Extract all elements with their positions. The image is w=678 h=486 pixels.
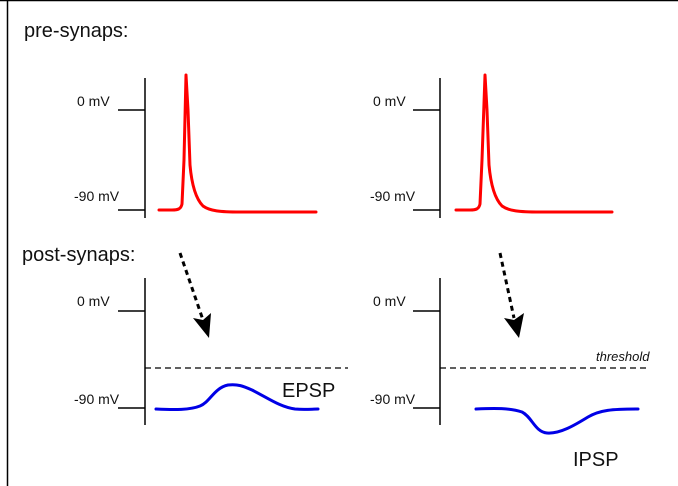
action-potential-trace: [454, 73, 614, 214]
threshold-label: threshold: [596, 349, 650, 364]
epsp-label: EPSP: [282, 380, 335, 402]
label-0mv: 0 mV: [77, 93, 110, 109]
epsp-trace: [154, 383, 320, 412]
arrow-right: [498, 252, 524, 338]
post-plot-right: 0 mV -90 mV threshold IPSP: [370, 278, 650, 471]
post-synaps-title: post-synaps:: [22, 244, 135, 266]
pre-plot-right: 0 mV -90 mV: [370, 73, 614, 218]
label-minus90mv: -90 mV: [74, 188, 120, 204]
label-0mv: 0 mV: [77, 293, 110, 309]
label-0mv: 0 mV: [373, 93, 406, 109]
arrow-left: [178, 252, 211, 338]
label-minus90mv: -90 mV: [370, 391, 416, 407]
label-0mv: 0 mV: [373, 293, 406, 309]
ipsp-label: IPSP: [573, 449, 619, 471]
action-potential-trace: [157, 73, 318, 214]
label-minus90mv: -90 mV: [74, 391, 120, 407]
pre-plot-left: 0 mV -90 mV: [74, 73, 318, 218]
label-minus90mv: -90 mV: [370, 188, 416, 204]
pre-synaps-title: pre-synaps:: [24, 20, 129, 42]
post-plot-left: 0 mV -90 mV EPSP: [74, 278, 348, 425]
ipsp-trace: [474, 406, 640, 435]
